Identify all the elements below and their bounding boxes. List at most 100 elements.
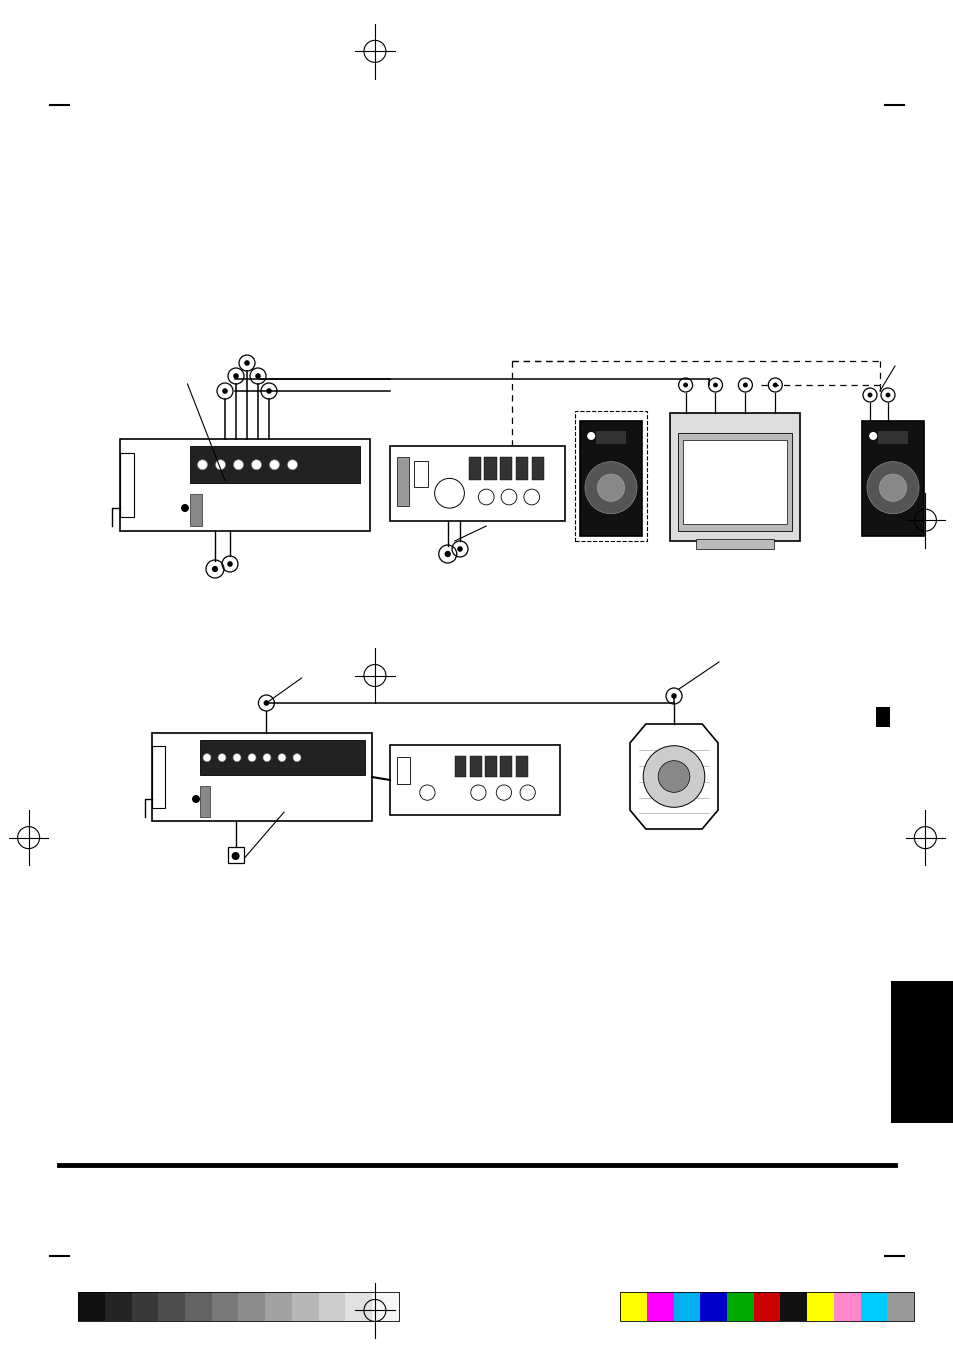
Bar <box>531 457 543 480</box>
Circle shape <box>712 382 718 388</box>
Circle shape <box>772 382 777 388</box>
Circle shape <box>884 393 889 397</box>
Circle shape <box>233 459 243 470</box>
Bar <box>875 707 889 727</box>
Bar <box>726 1292 753 1321</box>
Bar <box>890 981 953 1123</box>
Circle shape <box>496 785 511 800</box>
Circle shape <box>519 785 535 800</box>
Bar <box>228 847 243 863</box>
Circle shape <box>642 746 704 808</box>
Bar <box>468 457 480 480</box>
Bar <box>238 1292 265 1321</box>
Bar <box>212 1292 238 1321</box>
Bar <box>292 1292 318 1321</box>
Bar <box>499 457 512 480</box>
Bar <box>120 439 370 531</box>
Circle shape <box>287 459 297 470</box>
Bar <box>396 457 409 507</box>
Bar <box>595 430 626 444</box>
Circle shape <box>586 432 595 440</box>
Bar <box>860 1292 886 1321</box>
Bar <box>500 755 512 777</box>
Bar <box>265 1292 292 1321</box>
Circle shape <box>470 785 485 800</box>
Circle shape <box>212 566 218 573</box>
Bar <box>700 1292 726 1321</box>
Circle shape <box>263 754 271 762</box>
Bar <box>646 1292 673 1321</box>
Circle shape <box>682 382 687 388</box>
Circle shape <box>671 693 676 698</box>
Circle shape <box>233 373 238 378</box>
Circle shape <box>192 794 200 802</box>
Bar <box>185 1292 212 1321</box>
Bar <box>318 1292 345 1321</box>
Circle shape <box>255 373 260 378</box>
Bar <box>345 1292 372 1321</box>
Circle shape <box>866 393 872 397</box>
Circle shape <box>203 754 211 762</box>
Bar <box>780 1292 806 1321</box>
Circle shape <box>444 551 451 557</box>
Circle shape <box>233 754 241 762</box>
Polygon shape <box>629 724 718 830</box>
Circle shape <box>597 474 624 501</box>
Bar <box>390 744 559 815</box>
Bar <box>120 453 133 517</box>
Bar <box>105 1292 132 1321</box>
Bar <box>886 1292 913 1321</box>
Bar <box>516 457 528 480</box>
Bar <box>132 1292 158 1321</box>
Circle shape <box>244 361 250 366</box>
Bar <box>696 539 773 549</box>
Bar <box>190 446 359 484</box>
Bar <box>619 1292 646 1321</box>
Bar <box>862 422 923 536</box>
Bar <box>516 755 527 777</box>
Bar <box>806 1292 833 1321</box>
Bar <box>455 755 466 777</box>
Bar <box>470 755 481 777</box>
Bar <box>396 757 410 784</box>
Circle shape <box>435 478 464 508</box>
Circle shape <box>500 489 517 505</box>
Circle shape <box>263 700 269 705</box>
Circle shape <box>419 785 435 800</box>
Bar <box>78 1292 105 1321</box>
Circle shape <box>215 459 225 470</box>
Bar <box>158 1292 185 1321</box>
Circle shape <box>477 489 494 505</box>
Bar <box>414 461 428 488</box>
Bar <box>190 494 202 527</box>
Bar <box>677 434 791 531</box>
Circle shape <box>269 459 279 470</box>
Bar <box>78 1292 398 1321</box>
Bar <box>833 1292 860 1321</box>
Bar <box>390 446 564 521</box>
Bar <box>669 413 800 540</box>
Bar <box>152 746 165 808</box>
Circle shape <box>181 504 189 512</box>
Circle shape <box>456 546 462 551</box>
Bar <box>152 734 372 821</box>
Circle shape <box>293 754 301 762</box>
Circle shape <box>879 474 905 501</box>
Bar <box>579 422 641 536</box>
Circle shape <box>277 754 286 762</box>
Bar <box>372 1292 398 1321</box>
Circle shape <box>222 388 228 393</box>
Circle shape <box>218 754 226 762</box>
Circle shape <box>742 382 747 388</box>
Bar <box>200 786 211 816</box>
Bar <box>484 457 497 480</box>
Bar <box>200 740 365 775</box>
Circle shape <box>523 489 539 505</box>
Circle shape <box>584 462 637 513</box>
Bar <box>485 755 497 777</box>
Circle shape <box>868 432 876 440</box>
Bar <box>575 411 646 540</box>
Circle shape <box>232 852 239 861</box>
Circle shape <box>266 388 272 393</box>
Circle shape <box>866 462 918 513</box>
